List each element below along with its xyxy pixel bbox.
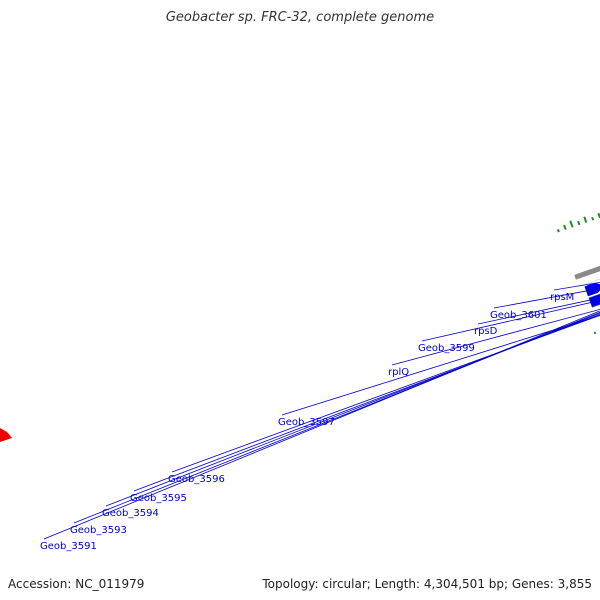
gene-label[interactable]: rpsM (550, 292, 574, 303)
label-leader-line (421, 300, 600, 342)
gene-label[interactable]: Geob_3591 (40, 541, 97, 552)
gene-features (584, 282, 600, 308)
gene-labels: Geob_3591 Geob_3593 Geob_3594 Geob_3595 Geob… (40, 281, 600, 552)
gene-label[interactable]: Geob_3599 (418, 343, 475, 354)
gene-label[interactable]: Geob_3597 (278, 417, 335, 428)
label-leader-line (73, 311, 600, 524)
gc-dot-outer (569, 220, 574, 228)
label-leader-line (281, 314, 600, 416)
gc-dot-outer (583, 216, 588, 223)
gene-label[interactable]: Geob_3596 (168, 474, 225, 485)
backbone-line (574, 265, 600, 280)
gc-dot-outer (577, 220, 581, 226)
gc-dot-outer (563, 224, 567, 231)
genome-stats-text: Topology: circular; Length: 4,304,501 bp… (262, 577, 592, 591)
gc-dot-outer (591, 217, 595, 221)
label-leader-line (391, 308, 600, 366)
red-marker-icon (0, 428, 12, 442)
gene-label[interactable]: rplQ (388, 367, 409, 378)
gene-label[interactable]: Geob_3601 (490, 310, 547, 321)
gene-label[interactable]: Geob_3595 (130, 493, 187, 504)
gc-dot-outer (556, 228, 560, 233)
label-leader-line (477, 297, 600, 325)
label-leader-line (493, 288, 600, 309)
map-title: Geobacter sp. FRC-32, complete genome (165, 10, 435, 25)
gene-label[interactable]: Geob_3593 (70, 525, 127, 536)
gc-content-dots (556, 212, 600, 335)
gene-label[interactable]: Geob_3594 (102, 508, 159, 519)
reverse-gene-box[interactable] (588, 293, 600, 308)
accession-text: Accession: NC_011979 (8, 577, 145, 591)
gc-dot-inner (593, 331, 597, 335)
label-leader-line (105, 312, 600, 507)
label-leader-line (171, 314, 600, 473)
gene-label[interactable]: rpsD (474, 326, 498, 337)
